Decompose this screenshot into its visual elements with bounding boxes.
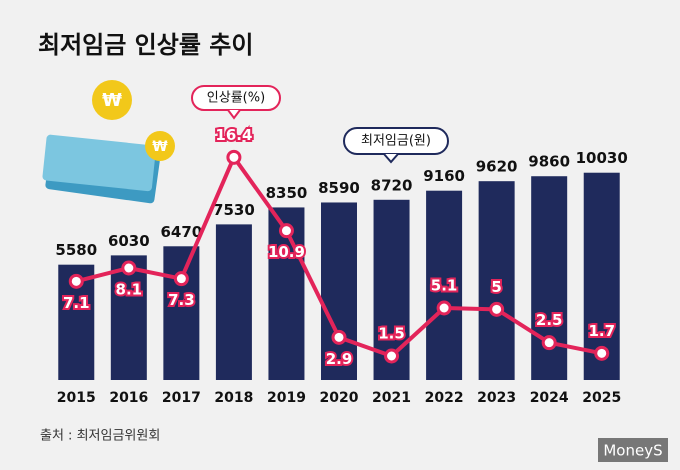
x-tick-label: 2022 [425, 390, 464, 406]
line-legend-callout: 인상률(%) [191, 85, 281, 120]
line-value-label: 8.1 [116, 281, 143, 299]
bar-value-label: 8720 [371, 176, 413, 194]
bar-value-label: 7530 [213, 201, 255, 219]
svg-text:₩: ₩ [102, 90, 122, 111]
line-point [489, 301, 505, 317]
x-tick-label: 2016 [109, 390, 148, 406]
x-tick-label: 2015 [57, 390, 96, 406]
line-value-label: 7.1 [63, 294, 90, 312]
line-point [331, 329, 347, 345]
line-value-label: 16.4 [215, 126, 252, 144]
line-point [278, 223, 294, 239]
bar-value-label: 8350 [266, 184, 308, 202]
logo-box [598, 438, 668, 462]
line-value-label: 7.3 [168, 291, 195, 309]
line-point [436, 300, 452, 316]
x-tick-label: 2018 [214, 390, 253, 406]
x-tick-label: 2020 [320, 390, 359, 406]
bar-value-label: 9860 [528, 153, 570, 171]
bar [163, 246, 200, 380]
bar-legend-callout: 최저임금(원) [343, 127, 449, 164]
line-value-label: 5 [491, 278, 501, 296]
line-point [384, 348, 400, 364]
x-tick-label: 2025 [582, 390, 621, 406]
bar [426, 190, 463, 380]
bar [215, 224, 252, 380]
legend-label: 인상률(%) [207, 91, 265, 106]
line-point [594, 345, 610, 361]
illustration: ₩ ₩ [42, 80, 175, 204]
x-tick-label: 2021 [372, 390, 411, 406]
bar [321, 202, 357, 380]
line-point [121, 260, 137, 276]
bar-value-label: 6470 [160, 223, 202, 241]
chart-title: 최저임금 인상률 추이 [38, 31, 253, 59]
bar-value-label: 5580 [55, 241, 97, 259]
x-tick-label: 2019 [267, 390, 306, 406]
bar [110, 255, 147, 380]
legend-label: 최저임금(원) [361, 134, 431, 149]
x-tick-label: 2024 [530, 390, 569, 406]
line-point [173, 271, 189, 287]
line-value-label: 5.1 [431, 277, 458, 295]
bar-value-label: 9160 [423, 167, 465, 185]
bar [583, 172, 620, 380]
line-point [226, 149, 242, 165]
logo: MoneyS [603, 442, 662, 460]
bar-value-label: 8590 [318, 179, 360, 197]
line-value-label: 1.5 [378, 325, 405, 343]
line-value-label: 1.7 [588, 322, 615, 340]
line-value-label: 2.9 [326, 350, 353, 368]
line-value-label: 10.9 [268, 243, 305, 261]
x-tick-label: 2023 [477, 390, 516, 406]
line-value-label: 2.5 [536, 311, 563, 329]
bar-value-label: 9620 [476, 158, 518, 176]
source: 출처 : 최저임금위원회 [40, 429, 160, 444]
bar [478, 181, 515, 380]
line-point [541, 335, 557, 351]
line-point [68, 273, 84, 289]
bar-value-label: 6030 [108, 232, 150, 250]
svg-text:₩: ₩ [152, 139, 168, 155]
x-tick-label: 2017 [162, 390, 201, 406]
bar-value-label: 10030 [576, 149, 628, 167]
